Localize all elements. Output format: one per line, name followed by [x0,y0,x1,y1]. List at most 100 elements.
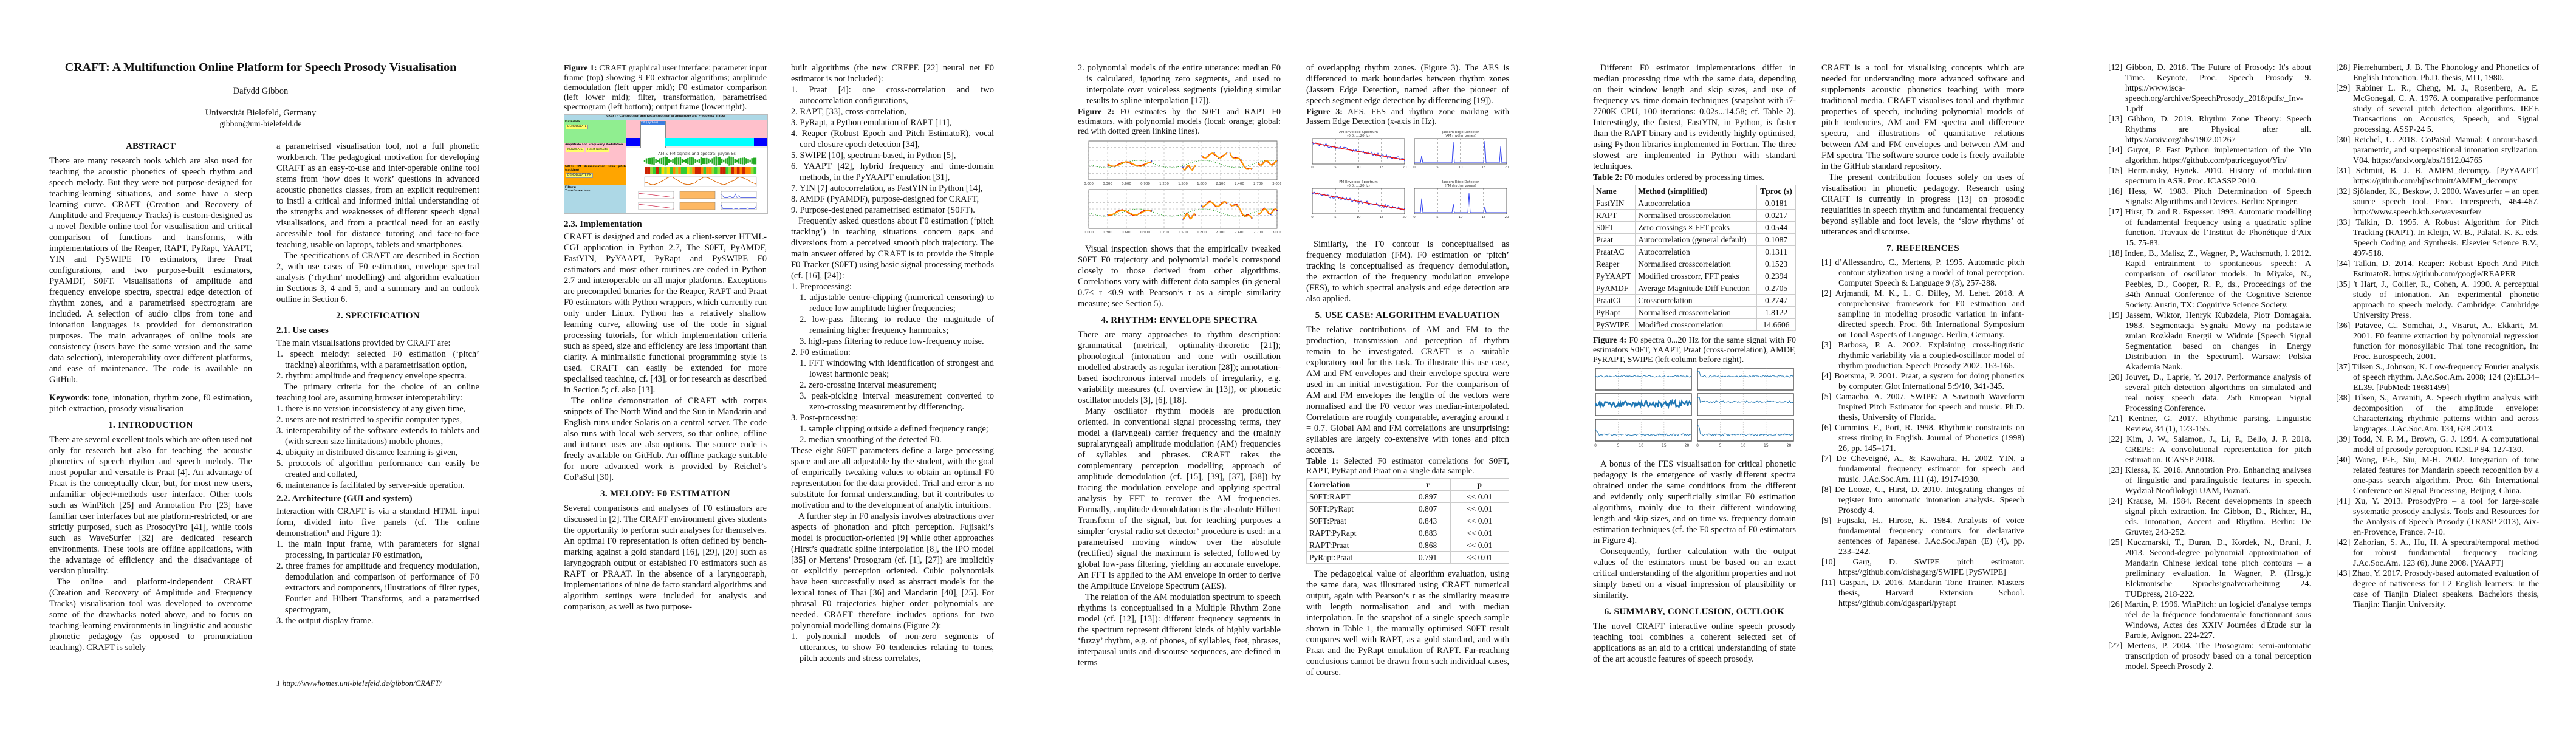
list-item: 1. there is no version inconsistency at … [276,404,466,414]
demodulate-fm-button[interactable]: DEMODULATE FM [566,173,594,178]
mini-panel [679,191,716,199]
reference-entry: [5] Camacho, A. 2007. SWIPE: A Sawtooth … [1821,392,2024,422]
figure-caption: Figure 2: F0 estimates by the S0FT and R… [1078,108,1281,137]
table-caption-text: F0 modules ordered by processing times. [1622,173,1764,182]
author-affiliation: Universität Bielefeld, Germany [205,108,317,118]
paragraph: Many oscillator rhythm models are produc… [1078,406,1281,591]
x-tick-label: 0.900 [1140,231,1150,234]
table-cell: S0FT:RAPT [1306,490,1406,503]
table-cell: << 0.01 [1450,502,1510,515]
author-email: gibbon@uni-bielefeld.de [219,119,302,128]
reference-entry: [28] Pierrehumbert, J. B. The Phonology … [2336,63,2539,83]
reference-entry: [33] Talkin, D. 1995. A Robust Algorithm… [2336,218,2539,258]
x-tick-label: 0.900 [1140,182,1150,186]
am-fm-label: Amplitude and Frequency Modulation [565,143,623,146]
spectrogram-cell [748,167,751,174]
x-tick-label: 2.100 [1216,182,1225,186]
f0-spectrum-line [1697,397,1794,403]
local-polynomial-line [1201,200,1227,207]
spectrogram-cell [683,167,687,174]
x-tick-label: 5 [1436,166,1439,169]
reference-entry: [34] Talkin, D. 2014. Reaper: Robust Epo… [2336,259,2539,279]
spectrum-fit-line [1312,142,1405,160]
modulate-button[interactable]: MODULATE [566,148,585,152]
table-caption-text: Selected F0 estimator correlations for S… [1306,457,1509,476]
x-tick-label: 2.400 [1235,182,1244,186]
mini-panel [638,191,674,199]
global-link-line [1088,208,1278,217]
reset-defaults-button[interactable]: Reset Defaults [586,148,609,152]
page3-right-column: of overlapping rhythm zones. (Figure 3).… [1306,63,1510,678]
figure-caption: Figure 1: CRAFT graphical user interface… [564,64,767,112]
page1-right-column: a parametrised visualisation tool, not a… [276,141,479,688]
figure-caption-text: CRAFT graphical user interface: paramete… [564,64,767,112]
transformations-label: Transformations: [565,190,592,193]
x-tick-label: 2.400 [1235,231,1244,234]
f0-spectrum-line [1595,375,1692,378]
table-cell: Normalised crosscorrelation [1635,258,1758,270]
reference-entry: [41] Xu, Y. 2013. ProsodyPro – a tool fo… [2336,497,2539,537]
spectrogram-cell [742,167,745,174]
reference-entry: [19] Jassem, Wiktor, Henryk Kubzdela, Pi… [2108,311,2311,372]
table-cell: Normalised crosscorrelation [1635,209,1758,222]
spectrogram-cell [720,167,723,174]
reference-entry: [31] Schmitt, B. J. B. AMFM_decompy. [Py… [2336,166,2539,186]
spectrogram-cell [659,167,662,174]
reference-entry: [32] Sjölander, K., Beskow, J. 2000. Wav… [2336,187,2539,217]
sub-list-item: 1. sample clipping outside a defined fre… [800,424,988,434]
list-item: 1. the main input frame, with parameters… [276,539,479,560]
table-row: PyYAAPT Modified crosscorr, FFT peaks 0.23… [1592,270,1796,282]
sub-list-item: 2. zero-crossing interval measurement; [800,380,937,390]
paragraph: A further step in F0 analysis involves a… [791,512,994,631]
table-cell: << 0.01 [1450,539,1510,552]
f0-sample-point [1270,214,1272,216]
paragraph: The relative contributions of AM and FM … [1306,325,1509,455]
x-tick-label: 20 [1685,443,1690,448]
x-tick-label: 5 [1436,216,1439,219]
table-row: PraatAC Autocorrelation 0.1311 [1592,245,1796,258]
list-item: 9. Purpose-designed parametrised estimat… [791,205,975,215]
output-frame: AM & FM signals and spectra: jiayan-5s [626,148,767,213]
figure-caption-text: F0 spectra 0...20 Hz for the same signal… [1593,336,1797,364]
page2-right-column: built algorithms (the new CREPE [22] neu… [791,63,994,664]
paragraph: The present contribution focuses solely … [1821,173,2024,237]
table-cell: 0.791 [1405,551,1451,564]
table-row: Reaper Normalised crosscorrelation 0.1523 [1592,258,1796,270]
x-tick-label: 0 [1311,166,1314,169]
paragraph: Consequently, further calculation with t… [1593,547,1796,600]
spectrogram-cell [753,167,757,174]
reference-entry: [11] Gaspari, D. 2016. Mandarin Tone Tra… [1821,578,2024,608]
paragraph: A bonus of the FES visualisation for cri… [1593,459,1796,546]
mini-panel [721,191,757,199]
table-cell: 14.6606 [1756,318,1796,331]
panel-title: FM Envelope Spectrum [1339,180,1377,184]
reference-entry: [40] Wong, P-F., Siu, M-H. 2002. Integra… [2336,456,2539,496]
paragraph: There are many approaches to rhythm desc… [1078,330,1281,405]
table-row: RAPT Normalised crosscorrelation 0.0217 [1592,209,1796,222]
table-cell: Average Magnitude Diff Function [1635,282,1758,295]
spectrogram-cell [725,167,729,174]
table-caption: Table 2: F0 modules ordered by processin… [1593,173,1796,183]
x-tick-label: 0 [1696,443,1699,448]
table-row: PraatCC Crosscorrelation 0.2747 [1592,294,1796,307]
subsection-heading: 2.1. Use cases [276,326,329,335]
list-item: 4. ubiquity in distributed distance lear… [276,448,458,457]
table-row: Praat Autocorrelation (general default) 0.… [1592,233,1796,246]
figure-caption-text: AES, FES and rhythm zone marking with Ja… [1306,108,1509,126]
spectrogram-cell [731,167,735,174]
x-tick-label: 0.300 [1103,231,1112,234]
spectrogram-cell [689,167,693,174]
x-tick-label: 1.500 [1178,182,1188,186]
list-item: 2. polynomial models of the entire utter… [1078,63,1281,106]
table-block: Table 2: F0 modules ordered by processin… [1592,173,1796,331]
demodulate-button[interactable]: DEMODULATE [566,125,589,129]
reference-entry: [7] De Cheveigné, A., & Kawahara, H. 200… [1821,454,2024,484]
table-row: S0FT Zero crossings × FFT peaks 0.0544 [1592,221,1796,234]
algorithm-dropdown[interactable]: YIN (Python) [640,121,666,149]
parameter-band [665,138,754,146]
spectrogram-cell [675,167,679,174]
spectrogram-cell [653,167,656,174]
paragraph: The pedagogical value of algorithm evalu… [1306,569,1509,677]
table-cell: Crosscorrelation [1635,294,1758,307]
figure-number: Figure 4: [1593,336,1627,345]
